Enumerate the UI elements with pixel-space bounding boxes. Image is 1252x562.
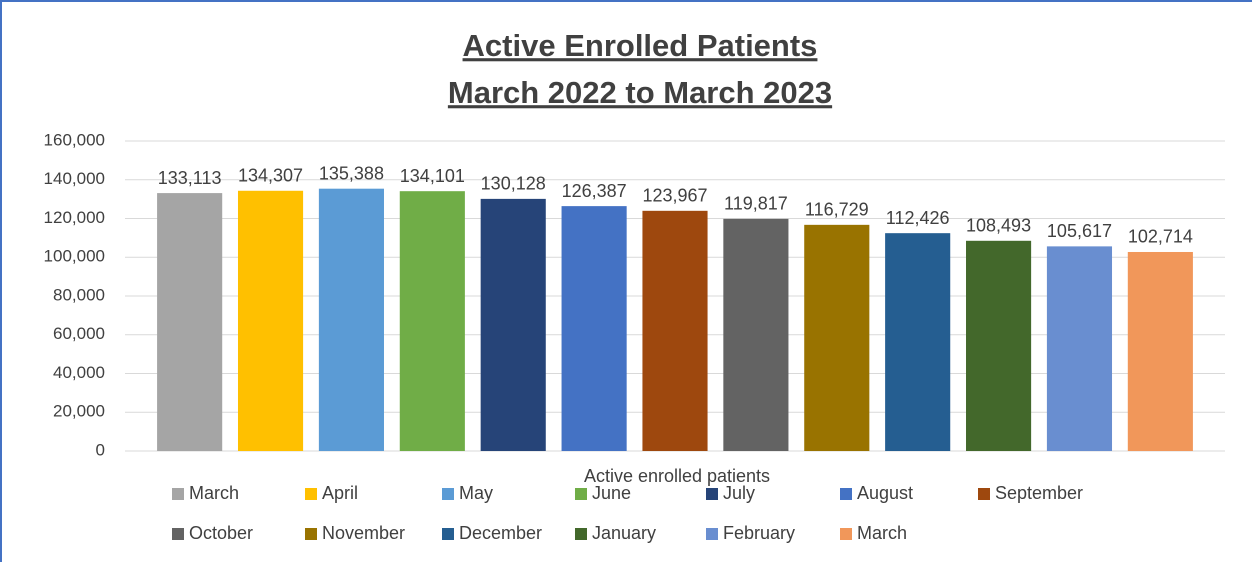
value-label: 130,128 [481, 174, 546, 194]
bar [399, 191, 465, 451]
legend-swatch [706, 488, 718, 500]
y-tick-label: 140,000 [44, 169, 105, 188]
legend-label: November [322, 523, 405, 543]
y-tick-label: 60,000 [53, 324, 105, 343]
value-label: 119,817 [724, 194, 788, 214]
legend-swatch [172, 488, 184, 500]
bar [237, 190, 304, 451]
bar [885, 233, 951, 451]
value-label: 102,714 [1128, 227, 1193, 247]
legend-swatch [840, 488, 852, 500]
legend-swatch [305, 488, 317, 500]
legend-swatch [840, 528, 852, 540]
x-tick-label: Active enrolled patients [584, 466, 770, 486]
chart-subtitle: March 2022 to March 2023 [448, 75, 832, 110]
value-label: 112,426 [886, 208, 950, 228]
value-label: 134,101 [400, 166, 465, 186]
y-tick-label: 40,000 [53, 363, 105, 382]
legend-label: June [592, 483, 631, 503]
value-label: 133,113 [158, 168, 222, 188]
legend-label: October [189, 523, 253, 543]
legend-label: August [857, 483, 913, 503]
legend-swatch [575, 528, 587, 540]
value-label: 116,729 [805, 200, 869, 220]
y-tick-label: 160,000 [44, 130, 105, 149]
value-label: 123,967 [642, 186, 707, 206]
bar [642, 210, 708, 451]
legend-swatch [442, 488, 454, 500]
legend-swatch [575, 488, 587, 500]
bar [1046, 246, 1113, 451]
legend-label: December [459, 523, 542, 543]
legend-swatch [172, 528, 184, 540]
legend-label: July [723, 483, 755, 503]
value-label: 126,387 [562, 181, 627, 201]
bar [966, 240, 1032, 451]
value-label: 134,307 [238, 166, 303, 186]
chart-title: Active Enrolled Patients [463, 28, 818, 63]
y-tick-label: 100,000 [44, 247, 105, 266]
legend-label: February [723, 523, 795, 543]
bar [318, 188, 384, 452]
bar [723, 218, 789, 451]
y-tick-label: 80,000 [53, 285, 105, 304]
legend-label: May [459, 483, 493, 503]
y-tick-label: 120,000 [44, 208, 105, 227]
legend-label: April [322, 483, 358, 503]
value-label: 108,493 [966, 216, 1031, 236]
legend-swatch [978, 488, 990, 500]
value-label: 135,388 [319, 163, 384, 183]
y-tick-label: 20,000 [53, 402, 105, 421]
bar [480, 198, 546, 451]
legend-label: March [189, 483, 239, 503]
y-tick-label: 0 [96, 440, 105, 459]
bar [804, 224, 870, 451]
bar [1127, 251, 1193, 451]
bar [561, 206, 627, 451]
legend-swatch [305, 528, 317, 540]
value-label: 105,617 [1047, 221, 1112, 241]
legend-swatch [706, 528, 718, 540]
legend-label: September [995, 483, 1083, 503]
legend-swatch [442, 528, 454, 540]
legend-label: January [592, 523, 656, 543]
legend-label: March [857, 523, 907, 543]
bar [157, 193, 223, 451]
